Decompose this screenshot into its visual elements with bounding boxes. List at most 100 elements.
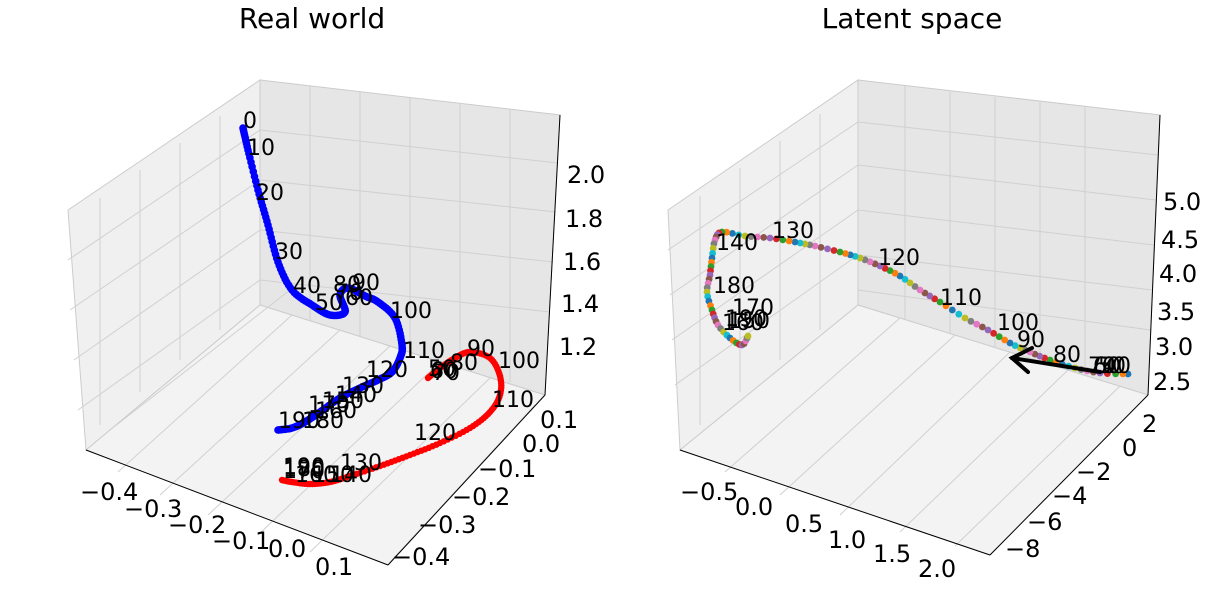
- left-x-tick-labels: −0.4 −0.3 −0.2 −0.1 0.0 0.1: [80, 478, 353, 581]
- data-point: [911, 283, 919, 290]
- data-point: [1112, 370, 1119, 378]
- point-label: 80: [450, 351, 478, 376]
- data-point: [274, 426, 282, 434]
- right-y-tick: −8: [1005, 535, 1040, 563]
- data-point: [824, 245, 831, 253]
- data-point: [744, 332, 752, 340]
- data-point: [1124, 370, 1132, 378]
- point-label: 100: [997, 311, 1039, 336]
- data-point: [729, 230, 736, 237]
- right-y-tick: −4: [1052, 482, 1087, 510]
- point-label: 70: [1088, 354, 1116, 379]
- data-point: [842, 250, 849, 257]
- data-point: [779, 236, 787, 244]
- point-label: 110: [492, 388, 534, 413]
- data-point: [1046, 356, 1054, 364]
- point-label: 50: [1098, 354, 1126, 379]
- left-x-tick: −0.2: [168, 511, 226, 539]
- point-label: 90: [352, 271, 380, 296]
- right-x-tick: 1.0: [828, 526, 866, 554]
- point-label: 0: [243, 109, 257, 134]
- point-label: 40: [293, 274, 321, 299]
- point-label: 70: [335, 281, 363, 306]
- point-label: 150: [312, 463, 354, 488]
- data-point: [1006, 339, 1014, 347]
- right-z-tick: 4.5: [1161, 226, 1199, 254]
- data-point: [990, 329, 997, 337]
- point-label: 130: [342, 374, 384, 399]
- point-label: 130: [340, 451, 382, 476]
- right-y-tick: 2: [1142, 410, 1157, 438]
- left-chart-title: Real world: [239, 2, 385, 35]
- data-point: [754, 233, 761, 241]
- point-label: 120: [878, 246, 920, 271]
- right-x-tick: 0.0: [735, 493, 773, 521]
- data-point: [278, 476, 286, 484]
- left-y-tick: −0.2: [452, 483, 510, 511]
- data-point: [979, 323, 986, 331]
- right-z-tick: 5.0: [1163, 188, 1201, 216]
- point-label: 30: [275, 240, 303, 265]
- left-x-tick: 0.0: [268, 535, 306, 563]
- left-z-tick: 1.8: [565, 205, 603, 233]
- data-point: [811, 242, 819, 250]
- point-label: 110: [940, 286, 982, 311]
- point-label: 130: [772, 219, 814, 244]
- data-point: [747, 233, 755, 241]
- point-label: 180: [713, 274, 755, 299]
- point-label: 60: [1093, 354, 1121, 379]
- data-point: [995, 333, 1003, 341]
- data-point: [1001, 336, 1009, 344]
- point-label: 150: [728, 309, 770, 334]
- data-point: [1119, 370, 1127, 378]
- point-label: 50: [315, 291, 343, 316]
- point-label: 150: [322, 389, 364, 414]
- left-y-tick: −0.4: [392, 543, 450, 571]
- left-y-tick: −0.3: [418, 511, 476, 539]
- right-y-tick-labels: 2 0 −2 −4 −6 −8: [1005, 410, 1157, 563]
- left-y-tick: −0.1: [478, 455, 536, 483]
- point-label: 170: [308, 393, 350, 418]
- data-point: [817, 244, 825, 251]
- point-label: 190: [278, 409, 320, 434]
- right-x-tick: 0.5: [785, 510, 823, 538]
- point-label: 50: [428, 357, 456, 382]
- data-point: [891, 269, 899, 277]
- point-label: 20: [256, 181, 284, 206]
- data-point: [916, 286, 924, 294]
- left-y-tick-labels: 0.1 0.0 −0.1 −0.2 −0.3 −0.4: [392, 406, 578, 571]
- left-z-tick: 1.4: [561, 290, 599, 318]
- point-label: 70: [432, 361, 460, 386]
- left-x-tick: −0.4: [80, 478, 138, 506]
- left-z-tick: 1.2: [559, 333, 597, 361]
- data-point: [830, 247, 838, 254]
- point-label: 60: [345, 286, 373, 311]
- right-z-tick: 4.0: [1159, 260, 1197, 288]
- left-blue-series: [239, 124, 407, 434]
- left-x-tick: −0.3: [124, 495, 182, 523]
- right-chart-title: Latent space: [822, 2, 1003, 35]
- point-label: 110: [403, 339, 445, 364]
- right-x-tick-labels: −0.5 0.0 0.5 1.0 1.5 2.0: [680, 478, 956, 583]
- right-y-tick: 0: [1122, 434, 1137, 462]
- point-label: 120: [366, 358, 408, 383]
- right-y-tick: −6: [1027, 508, 1062, 536]
- left-red-series: [278, 348, 505, 488]
- data-point: [735, 231, 743, 239]
- data-point: [1011, 342, 1019, 349]
- data-point: [836, 248, 844, 256]
- left-y-tick: 0.1: [540, 406, 578, 434]
- point-label: 190: [725, 307, 767, 332]
- data-point: [984, 326, 992, 334]
- point-label: 170: [283, 459, 325, 484]
- point-label: 60: [430, 359, 458, 384]
- data-point: [961, 314, 969, 322]
- point-label: 170: [732, 296, 774, 321]
- left-z-tick-labels: 2.0 1.8 1.6 1.4 1.2: [559, 161, 605, 361]
- data-point: [773, 235, 780, 243]
- left-red-point-labels: 50 60 70 80 90 100 110 120 130 140 150 1…: [283, 337, 540, 488]
- point-label: 100: [498, 349, 540, 374]
- data-point: [896, 272, 904, 280]
- point-label: 80: [333, 273, 361, 298]
